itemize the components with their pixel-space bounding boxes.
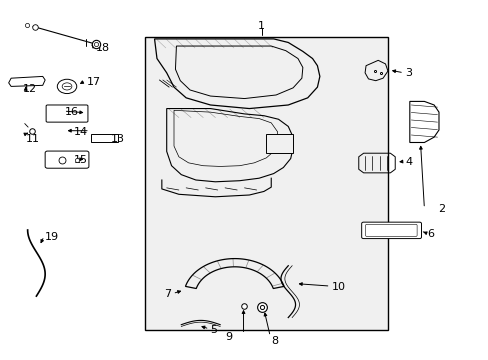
Text: 1: 1 [258, 21, 264, 31]
Text: 5: 5 [210, 325, 217, 335]
Text: 9: 9 [225, 332, 232, 342]
Text: 11: 11 [26, 134, 40, 144]
Text: 12: 12 [23, 84, 37, 94]
Text: 2: 2 [437, 203, 444, 213]
Text: 10: 10 [331, 282, 346, 292]
Text: 7: 7 [164, 289, 171, 299]
FancyBboxPatch shape [361, 222, 421, 239]
Text: 16: 16 [64, 107, 79, 117]
FancyBboxPatch shape [46, 105, 88, 122]
Text: 13: 13 [111, 134, 124, 144]
Text: 3: 3 [404, 68, 411, 78]
Text: 18: 18 [96, 43, 110, 53]
Text: 15: 15 [74, 156, 88, 165]
Bar [144, 37, 387, 330]
Text: 8: 8 [271, 336, 278, 346]
Text: 17: 17 [86, 77, 101, 87]
Text: 14: 14 [74, 127, 88, 137]
Bar [266, 134, 292, 153]
Text: 4: 4 [404, 157, 411, 167]
Circle shape [57, 79, 77, 94]
FancyBboxPatch shape [365, 224, 416, 237]
Text: 19: 19 [45, 232, 59, 242]
FancyBboxPatch shape [45, 151, 89, 168]
Circle shape [62, 83, 72, 90]
Text: 6: 6 [426, 229, 433, 239]
Bar [91, 134, 118, 143]
